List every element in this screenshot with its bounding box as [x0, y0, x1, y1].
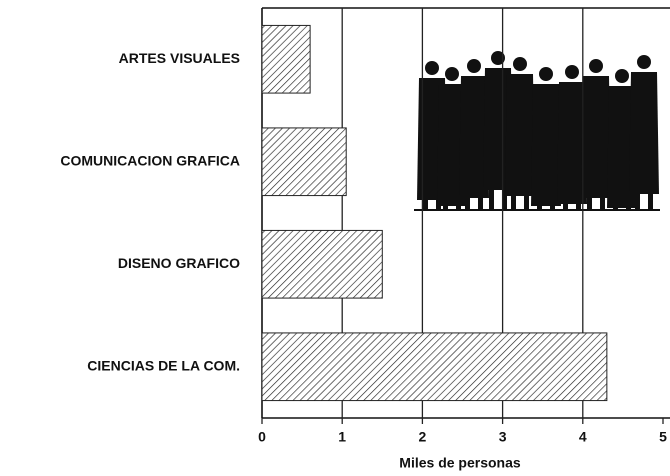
bar: [261, 24, 311, 94]
body: [581, 76, 611, 198]
x-tick-label: 1: [338, 429, 346, 445]
legs: [423, 200, 428, 210]
y-tick-label: ARTES VISUALES: [119, 50, 240, 66]
legs: [465, 198, 470, 210]
head: [491, 51, 505, 65]
y-tick-label: DISENO GRAFICO: [118, 255, 240, 271]
legs: [635, 194, 640, 210]
body: [557, 82, 587, 204]
x-tick-label: 4: [579, 429, 587, 445]
legs: [524, 196, 529, 210]
x-tick-label: 0: [258, 429, 266, 445]
head: [539, 67, 553, 81]
legs: [443, 206, 448, 210]
legs: [489, 190, 494, 210]
y-tick-label: COMUNICACION GRAFICA: [60, 152, 240, 168]
legs: [600, 198, 605, 210]
head: [445, 67, 459, 81]
legs: [648, 194, 653, 210]
head: [425, 61, 439, 75]
head: [637, 55, 651, 69]
head: [513, 57, 527, 71]
x-tick-label: 5: [659, 429, 667, 445]
legs: [537, 206, 542, 210]
head: [565, 65, 579, 79]
legs: [587, 198, 592, 210]
legs: [502, 190, 507, 210]
bar: [261, 229, 383, 299]
legs: [478, 198, 483, 210]
x-tick-label: 2: [419, 429, 427, 445]
head: [467, 59, 481, 73]
x-tick-label: 3: [499, 429, 507, 445]
x-axis-title: Miles de personas: [399, 455, 521, 471]
head: [589, 59, 603, 73]
body: [505, 74, 535, 196]
legs: [550, 206, 555, 210]
body: [459, 76, 489, 198]
y-tick-label: CIENCIAS DE LA COM.: [87, 357, 240, 373]
bar: [261, 332, 608, 402]
legs: [576, 204, 581, 210]
body: [629, 72, 659, 194]
people-silhouette: [414, 51, 660, 211]
head: [615, 69, 629, 83]
legs: [563, 204, 568, 210]
body: [531, 84, 561, 206]
legs: [456, 206, 461, 210]
bar: [261, 127, 347, 197]
legs: [511, 196, 516, 210]
body: [483, 68, 513, 190]
